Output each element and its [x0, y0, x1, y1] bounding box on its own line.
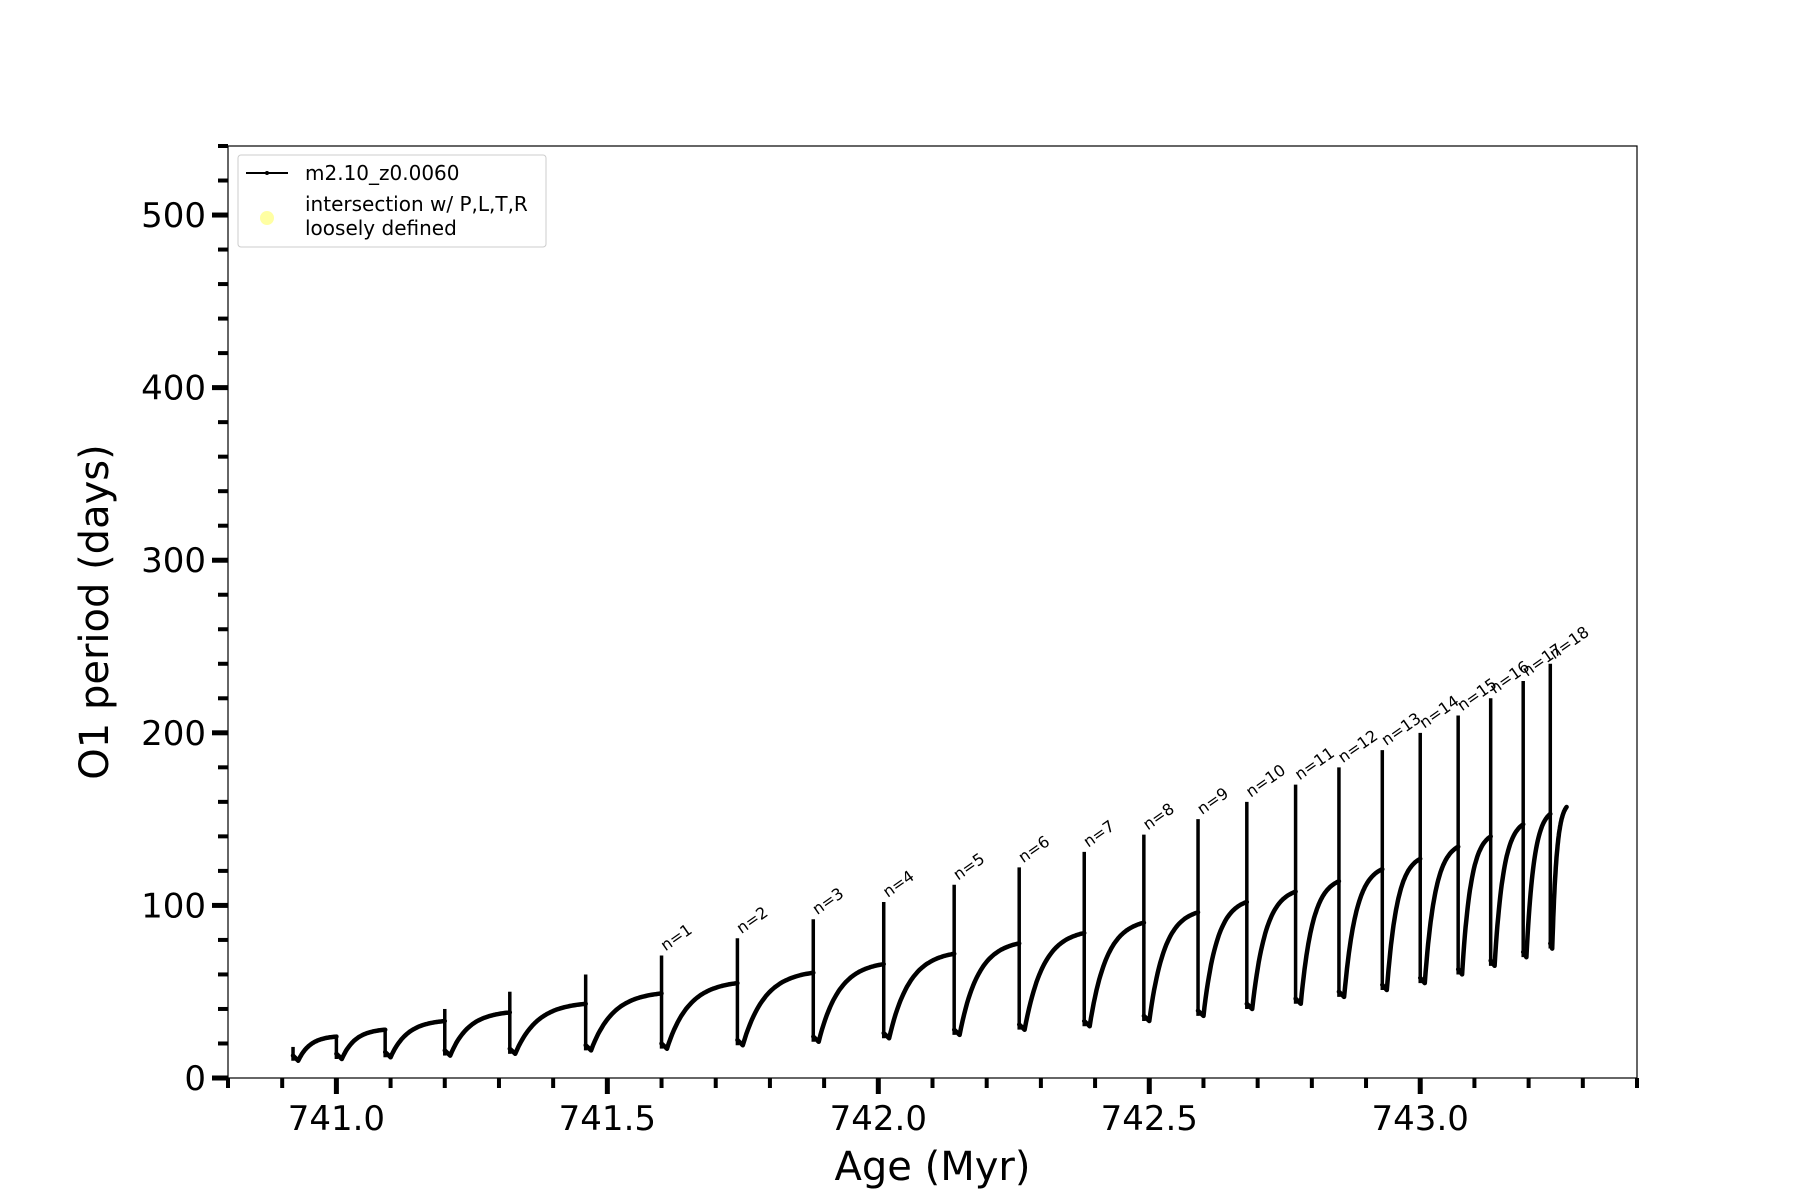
- y-tick-label: 500: [141, 196, 206, 236]
- legend-label-intersection-line2: loosely defined: [305, 216, 457, 240]
- legend: m2.10_z0.0060 intersection w/ P,L,T,R lo…: [237, 154, 547, 248]
- legend-box: [237, 154, 547, 248]
- x-tick-label: 741.0: [288, 1099, 385, 1139]
- y-tick-label: 0: [184, 1059, 206, 1099]
- x-tick-label: 742.0: [830, 1099, 927, 1139]
- plot-area-frame: [227, 145, 1638, 1079]
- y-tick-label: 300: [141, 541, 206, 581]
- x-axis-title: Age (Myr): [835, 1144, 1031, 1190]
- legend-label-intersection-line1: intersection w/ P,L,T,R: [305, 192, 528, 216]
- y-tick-label: 400: [141, 369, 206, 409]
- legend-line-dot: [265, 171, 269, 175]
- y-tick-label: 100: [141, 886, 206, 926]
- y-axis-ticks: 0 100 200 300 400 500: [141, 144, 228, 1099]
- y-axis-title: O1 period (days): [72, 444, 118, 779]
- legend-label-series: m2.10_z0.0060: [305, 161, 460, 185]
- y-tick-label: 200: [141, 714, 206, 754]
- x-tick-label: 743.0: [1372, 1099, 1469, 1139]
- legend-yellow-dot-marker: [260, 211, 274, 225]
- x-tick-label: 742.5: [1101, 1099, 1198, 1139]
- series-line: [290, 804, 1569, 1063]
- series-layer: [290, 663, 1569, 1063]
- x-tick-label: 741.5: [559, 1099, 656, 1139]
- x-axis-ticks: 741.0 741.5 742.0 742.5 743.0: [226, 1078, 1639, 1139]
